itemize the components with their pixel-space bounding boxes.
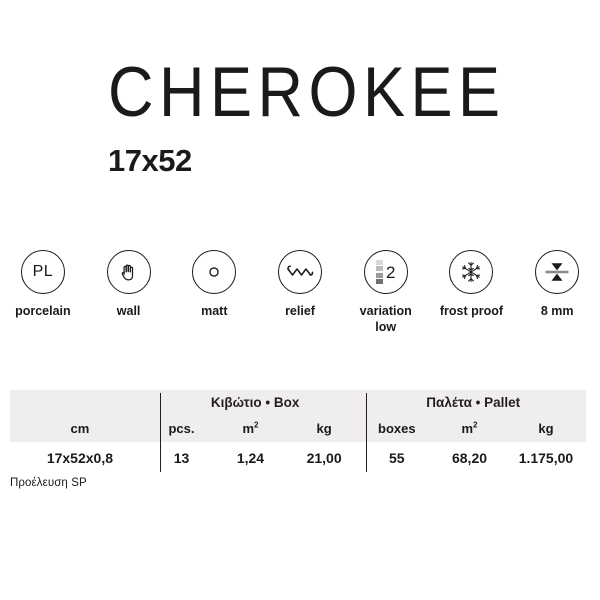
table-header: Κιβώτιο • Box Παλέτα • Pallet cm pcs. m2… (10, 390, 586, 442)
column-header-box-pcs: pcs. (168, 420, 195, 436)
m2-text: m (461, 420, 474, 436)
cell-pallet-boxes: 55 (389, 450, 405, 466)
row-divider-box (160, 442, 162, 472)
feature-matt: matt (171, 250, 257, 319)
cell-box-kg: 21,00 (306, 450, 342, 466)
matt-circle-icon (192, 250, 237, 294)
column-header-pallet-boxes: boxes (378, 420, 416, 436)
feature-thickness: 8 mm (514, 250, 600, 319)
cell-pallet-kg: 1.175,00 (518, 450, 574, 466)
table-column-header-row: cm pcs. m2 kg boxes m2 kg (10, 414, 586, 442)
cell-cm: 17x52x0,8 (46, 450, 113, 466)
origin-note: Προέλευση SP (10, 477, 87, 489)
snowflake-icon (449, 250, 494, 294)
m2-text: m (242, 420, 254, 436)
column-header-pallet-kg: kg (538, 420, 554, 436)
column-header-box-kg: kg (316, 420, 332, 436)
feature-label-frost-proof: frost proof (439, 304, 504, 318)
cell-box-pcs: 13 (173, 450, 190, 466)
column-divider-box (160, 393, 162, 442)
feature-variation: 2 variation low (343, 250, 429, 335)
variation-gradient-bars (376, 259, 383, 285)
feature-label-matt: matt (201, 304, 228, 318)
feature-label-thickness: 8 mm (540, 304, 574, 318)
table-row: 17x52x0,8 13 1,24 21,00 55 68,20 1.175,0… (10, 442, 586, 474)
feature-label-relief: relief (285, 304, 315, 318)
table-group-header-row: Κιβώτιο • Box Παλέτα • Pallet (10, 390, 586, 414)
feature-label-porcelain: porcelain (15, 304, 71, 318)
title-block: CHEROKEE 17x52 (108, 53, 588, 179)
porcelain-pl-icon: PL (20, 250, 65, 294)
feature-icon-row: PL porcelain wall matt (0, 250, 600, 335)
feature-frost-proof: frost proof (429, 250, 515, 319)
column-header-pallet-m2: m2 (433, 421, 506, 436)
page-title: CHEROKEE (108, 53, 506, 132)
m2-superscript: 2 (254, 420, 259, 430)
cell-box-m2: 1,24 (236, 450, 265, 466)
product-size: 17x52 (108, 143, 192, 178)
column-header-cm: cm (70, 420, 90, 436)
column-header-box-m2: m2 (213, 421, 288, 436)
feature-porcelain: PL porcelain (0, 250, 86, 319)
variation-bars-icon: 2 (363, 250, 408, 294)
m2-superscript: 2 (473, 420, 478, 430)
hand-wall-icon (106, 250, 151, 294)
group-header-pallet: Παλέτα • Pallet (426, 394, 521, 410)
row-divider-pallet (366, 442, 368, 472)
relief-wave-icon (278, 250, 323, 294)
pl-label: PL (32, 263, 54, 280)
feature-relief: relief (257, 250, 343, 319)
thickness-arrows-icon (535, 250, 580, 294)
column-divider-pallet (366, 393, 368, 442)
feature-label-wall: wall (116, 304, 141, 318)
group-header-box: Κιβώτιο • Box (210, 394, 300, 410)
cell-pallet-m2: 68,20 (451, 450, 488, 466)
specification-table: Κιβώτιο • Box Παλέτα • Pallet cm pcs. m2… (10, 390, 586, 474)
feature-wall: wall (86, 250, 172, 319)
variation-number: 2 (386, 262, 396, 282)
feature-label-variation: variation low (359, 304, 412, 334)
